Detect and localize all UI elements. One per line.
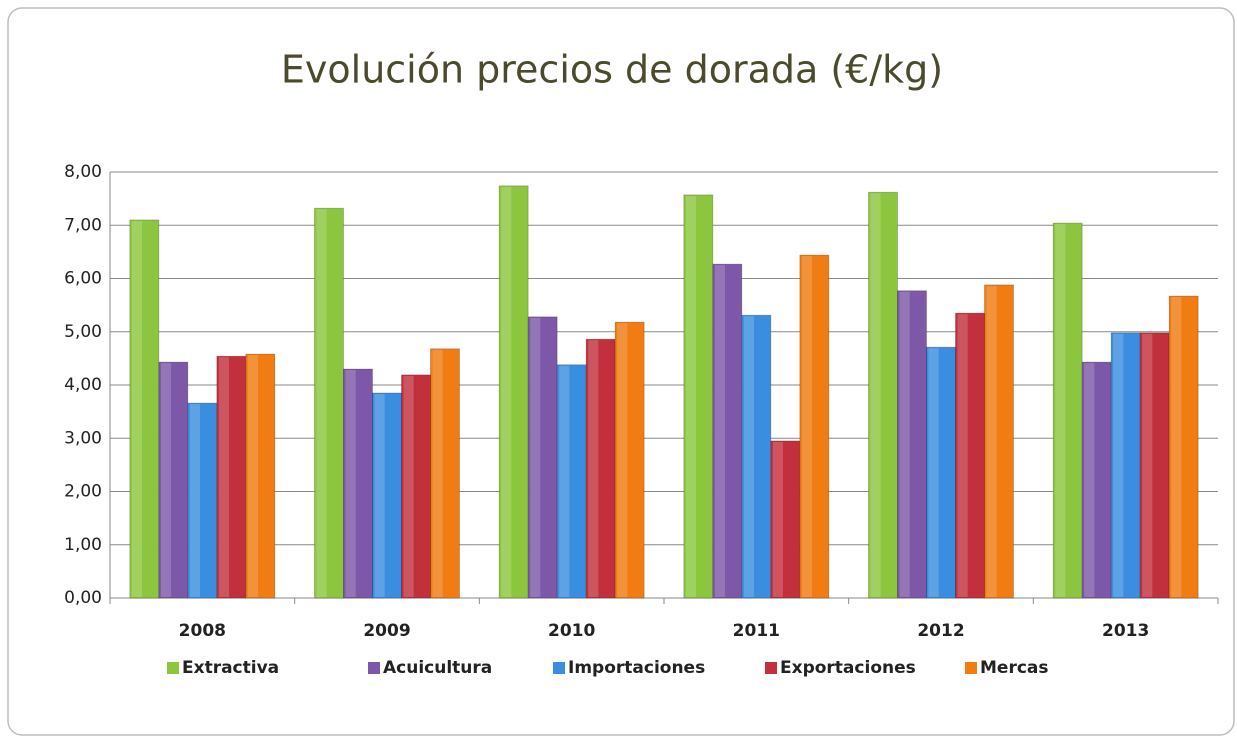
bar-shine bbox=[189, 404, 200, 597]
bar-shine bbox=[617, 323, 628, 597]
bar bbox=[158, 361, 189, 599]
bar-shine bbox=[131, 220, 142, 598]
bar-shine bbox=[403, 375, 414, 597]
bar-shine bbox=[530, 317, 541, 597]
x-tick-label: 2008 bbox=[179, 621, 226, 641]
bar-shine bbox=[899, 291, 910, 597]
bar bbox=[401, 374, 431, 599]
y-tick-label: 7,00 bbox=[64, 215, 102, 235]
y-tick-label: 1,00 bbox=[64, 535, 102, 555]
bar bbox=[1168, 295, 1199, 599]
bar-shine bbox=[801, 256, 812, 597]
bar bbox=[498, 185, 529, 599]
bar bbox=[314, 207, 344, 599]
legend-label: Mercas bbox=[980, 658, 1049, 678]
y-tick-label: 5,00 bbox=[64, 322, 102, 342]
bar bbox=[770, 440, 801, 599]
bar-shine bbox=[772, 441, 783, 597]
x-tick-label: 2012 bbox=[917, 621, 964, 641]
bar-shine bbox=[1084, 363, 1095, 597]
legend-swatch bbox=[765, 662, 777, 674]
bar-shine bbox=[986, 285, 997, 597]
bar bbox=[187, 402, 218, 599]
bar bbox=[1052, 222, 1083, 599]
bar-shine bbox=[218, 357, 229, 597]
x-tick-label: 2011 bbox=[733, 621, 780, 641]
legend-swatch bbox=[965, 662, 977, 674]
legend-label: Extractiva bbox=[182, 658, 279, 678]
bar-shine bbox=[1142, 333, 1153, 597]
bar bbox=[984, 284, 1014, 599]
bar-shine bbox=[247, 355, 258, 597]
bar-shine bbox=[588, 340, 599, 597]
x-tick-label: 2009 bbox=[363, 621, 410, 641]
bar bbox=[430, 348, 460, 599]
x-tick-label: 2010 bbox=[548, 621, 595, 641]
bar bbox=[712, 263, 743, 599]
y-tick-label: 6,00 bbox=[64, 269, 102, 289]
y-tick-label: 0,00 bbox=[64, 588, 102, 608]
chart-title: Evolución precios de dorada (€/kg) bbox=[281, 48, 943, 92]
bar-shine bbox=[316, 209, 327, 597]
y-tick-label: 8,00 bbox=[64, 162, 102, 182]
legend-label: Acuicultura bbox=[383, 658, 492, 678]
x-tick-label: 2013 bbox=[1102, 621, 1149, 641]
bar bbox=[1081, 361, 1112, 599]
bar bbox=[1139, 332, 1170, 599]
legend-swatch bbox=[553, 662, 565, 674]
bar bbox=[556, 364, 587, 599]
bar bbox=[527, 316, 558, 599]
legend-swatch bbox=[167, 662, 179, 674]
bar-shine bbox=[685, 195, 696, 597]
y-tick-label: 3,00 bbox=[64, 428, 102, 448]
legend-label: Exportaciones bbox=[780, 658, 916, 678]
bar bbox=[741, 314, 772, 599]
bar bbox=[868, 191, 898, 599]
bar-shine bbox=[870, 193, 881, 598]
bar-shine bbox=[374, 393, 385, 597]
bar bbox=[372, 392, 402, 599]
bar bbox=[585, 338, 616, 599]
bar bbox=[614, 321, 645, 599]
y-tick-label: 2,00 bbox=[64, 482, 102, 502]
bar-shine bbox=[1055, 224, 1066, 597]
bar bbox=[926, 346, 956, 599]
legend-swatch bbox=[368, 662, 380, 674]
bar bbox=[245, 353, 276, 599]
bar-shine bbox=[501, 186, 512, 597]
bar-shine bbox=[1171, 297, 1182, 597]
bar bbox=[683, 194, 714, 599]
legend-label: Importaciones bbox=[568, 658, 705, 678]
bar bbox=[799, 254, 830, 599]
bar-shine bbox=[928, 348, 939, 597]
bar-shine bbox=[743, 316, 754, 597]
bar-shine bbox=[345, 370, 356, 597]
bar-shine bbox=[559, 365, 570, 597]
bar-shine bbox=[714, 265, 725, 597]
bar-shine bbox=[957, 314, 968, 597]
bar bbox=[129, 219, 160, 599]
bar-shine bbox=[1113, 333, 1124, 597]
bar-shine bbox=[160, 363, 171, 597]
bar bbox=[897, 290, 927, 599]
bar-shine bbox=[432, 349, 443, 597]
y-tick-label: 4,00 bbox=[64, 375, 102, 395]
